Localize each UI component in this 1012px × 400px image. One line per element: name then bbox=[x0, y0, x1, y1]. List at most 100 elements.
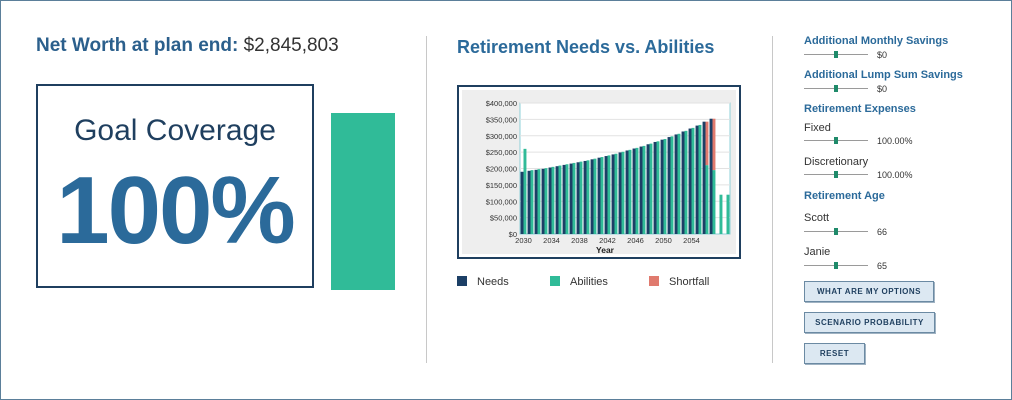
lump-sum-savings-value: $0 bbox=[877, 84, 888, 94]
abilities-bar bbox=[698, 124, 702, 234]
scott-age-value: 66 bbox=[877, 227, 888, 237]
fixed-expenses-slider-thumb[interactable] bbox=[834, 137, 838, 144]
chart-frame: $0 $50,000 $100,000 $150,000 $200,000 $250,00… bbox=[457, 85, 741, 259]
abilities-bar bbox=[628, 149, 632, 234]
abilities-bar bbox=[544, 168, 548, 234]
legend-item-needs: Needs bbox=[457, 276, 509, 288]
legend-label-needs: Needs bbox=[477, 276, 509, 288]
scenario-probability-button[interactable]: SCENARIO PROBABILITY bbox=[804, 312, 935, 333]
discretionary-expenses-value: 100.00% bbox=[877, 170, 913, 180]
abilities-bar bbox=[551, 166, 555, 234]
discretionary-expenses-slider[interactable] bbox=[804, 171, 868, 178]
abilities-bar bbox=[663, 139, 667, 234]
abilities-bar bbox=[705, 165, 709, 234]
legend-item-shortfall: Shortfall bbox=[649, 276, 709, 288]
abilities-bar bbox=[677, 133, 681, 234]
fixed-expenses-label: Fixed bbox=[804, 122, 831, 134]
needs-bar bbox=[702, 121, 706, 234]
abilities-bar bbox=[523, 148, 527, 234]
needs-bar bbox=[625, 150, 629, 234]
needs-bar bbox=[618, 152, 622, 234]
monthly-savings-slider[interactable] bbox=[804, 51, 868, 58]
x-tick-label: 2038 bbox=[571, 236, 588, 245]
abilities-bar bbox=[579, 161, 583, 234]
monthly-savings-slider-thumb[interactable] bbox=[834, 51, 838, 58]
needs-bar bbox=[681, 131, 685, 234]
abilities-bar bbox=[712, 170, 716, 234]
janie-age-value: 65 bbox=[877, 261, 888, 271]
needs-bar bbox=[695, 125, 699, 234]
scott-age-label: Scott bbox=[804, 212, 830, 224]
needs-bar bbox=[660, 139, 664, 234]
needs-bar bbox=[632, 148, 636, 234]
x-tick-label: 2042 bbox=[599, 236, 616, 245]
x-tick-label: 2046 bbox=[627, 236, 644, 245]
needs-bar bbox=[527, 170, 531, 234]
abilities-bar bbox=[642, 145, 646, 234]
chart-legend: Needs Abilities Shortfall bbox=[457, 276, 757, 292]
y-tick-label: $300,000 bbox=[486, 132, 517, 141]
abilities-bar bbox=[586, 160, 590, 234]
scott-age-slider[interactable] bbox=[804, 228, 868, 235]
legend-swatch-needs bbox=[457, 276, 467, 286]
net-worth-label: Net Worth at plan end: bbox=[36, 35, 239, 56]
needs-bar bbox=[548, 167, 552, 234]
legend-swatch-shortfall bbox=[649, 276, 659, 286]
y-tick-label: $100,000 bbox=[486, 197, 517, 206]
abilities-bar bbox=[726, 194, 730, 234]
goal-coverage-value: 100% bbox=[56, 157, 296, 264]
needs-bar bbox=[520, 171, 524, 234]
needs-bar bbox=[604, 156, 608, 234]
chart-title: Retirement Needs vs. Abilities bbox=[457, 37, 715, 57]
legend-swatch-abilities bbox=[550, 276, 560, 286]
x-tick-label: 2050 bbox=[655, 236, 672, 245]
retirement-age-heading: Retirement Age bbox=[804, 190, 885, 202]
y-tick-label: $0 bbox=[509, 230, 517, 239]
needs-bar bbox=[597, 157, 601, 234]
needs-bar bbox=[583, 160, 587, 234]
fixed-expenses-slider[interactable] bbox=[804, 137, 868, 144]
needs-bar bbox=[653, 141, 657, 234]
shortfall-bar bbox=[712, 118, 716, 171]
divider-left bbox=[426, 36, 427, 363]
y-tick-label: $350,000 bbox=[486, 115, 517, 124]
janie-age-slider[interactable] bbox=[804, 262, 868, 269]
needs-bar bbox=[639, 146, 643, 234]
needs-bar bbox=[611, 154, 615, 234]
abilities-bar bbox=[670, 136, 674, 234]
monthly-savings-label: Additional Monthly Savings bbox=[804, 35, 949, 47]
abilities-bar bbox=[593, 158, 597, 234]
net-worth-heading: Net Worth at plan end: $2,845,803 bbox=[36, 35, 339, 57]
janie-age-slider-thumb[interactable] bbox=[834, 262, 838, 269]
y-tick-label: $200,000 bbox=[486, 165, 517, 174]
needs-abilities-chart: $0 $50,000 $100,000 $150,000 $200,000 $250,00… bbox=[486, 99, 731, 254]
lump-sum-savings-slider-thumb[interactable] bbox=[834, 85, 838, 92]
goal-coverage-label: Goal Coverage bbox=[74, 114, 276, 147]
abilities-bar bbox=[558, 165, 562, 234]
needs-bar bbox=[590, 159, 594, 234]
abilities-bar bbox=[537, 169, 541, 234]
needs-bar bbox=[541, 168, 545, 234]
discretionary-expenses-slider-thumb[interactable] bbox=[834, 171, 838, 178]
needs-bar bbox=[534, 169, 538, 234]
abilities-bar bbox=[572, 162, 576, 234]
x-tick-label: 2030 bbox=[515, 236, 532, 245]
abilities-bar bbox=[607, 155, 611, 234]
abilities-bar bbox=[684, 130, 688, 234]
needs-bar bbox=[569, 163, 573, 234]
x-axis-label: Year bbox=[596, 245, 615, 254]
scott-age-slider-thumb[interactable] bbox=[834, 228, 838, 235]
discretionary-expenses-label: Discretionary bbox=[804, 156, 869, 168]
fixed-expenses-value: 100.00% bbox=[877, 136, 913, 146]
lump-sum-savings-slider[interactable] bbox=[804, 85, 868, 92]
abilities-bar bbox=[691, 127, 695, 234]
needs-bar bbox=[674, 134, 678, 234]
x-tick-label: 2054 bbox=[683, 236, 700, 245]
goal-coverage-box: Goal Coverage 100% bbox=[36, 84, 314, 288]
abilities-bar bbox=[565, 164, 569, 234]
what-are-my-options-button[interactable]: WHAT ARE MY OPTIONS bbox=[804, 281, 934, 302]
goal-coverage-bar-fill bbox=[331, 113, 395, 290]
reset-button[interactable]: RESET bbox=[804, 343, 865, 364]
y-tick-label: $400,000 bbox=[486, 99, 517, 108]
y-tick-label: $50,000 bbox=[490, 214, 517, 223]
